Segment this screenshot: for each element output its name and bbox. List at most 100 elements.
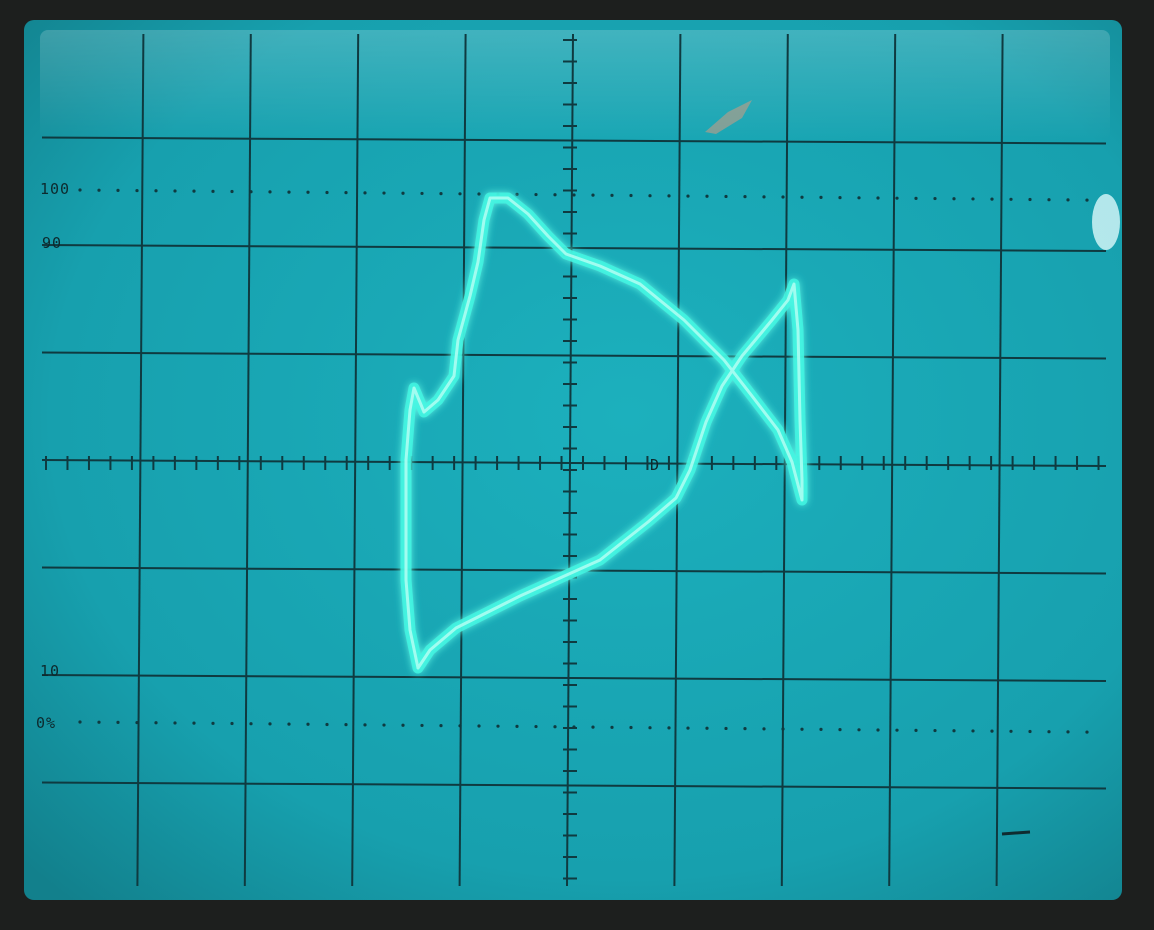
reference-dot bbox=[743, 195, 747, 199]
reflection-spot bbox=[1092, 194, 1120, 250]
reference-dot bbox=[952, 729, 956, 733]
reference-dot bbox=[1066, 730, 1070, 734]
reference-dot bbox=[230, 721, 234, 726]
grid-horizontal-line bbox=[41, 781, 1107, 790]
reference-dot bbox=[192, 721, 196, 725]
reference-dot bbox=[838, 728, 842, 732]
reference-dot bbox=[97, 720, 101, 724]
reference-dot bbox=[325, 722, 329, 727]
reference-dot bbox=[249, 722, 253, 726]
reference-dot bbox=[648, 194, 652, 198]
reference-dot bbox=[401, 191, 405, 195]
reference-dot bbox=[762, 727, 766, 731]
lissajous-trace bbox=[400, 192, 808, 674]
reference-dot bbox=[401, 723, 405, 727]
reference-dot bbox=[1085, 730, 1089, 734]
reference-dot bbox=[496, 724, 500, 728]
label-90: 90 bbox=[42, 234, 62, 252]
reference-dot bbox=[591, 193, 595, 197]
reference-dot bbox=[990, 729, 994, 733]
reference-dot bbox=[933, 196, 937, 201]
reference-dot bbox=[724, 726, 728, 731]
reference-dot bbox=[876, 196, 880, 200]
reference-dot bbox=[553, 725, 557, 729]
reference-dot bbox=[382, 191, 386, 195]
reference-dot bbox=[895, 728, 899, 732]
reference-dot bbox=[344, 723, 348, 727]
grid-vertical-line bbox=[995, 33, 1004, 887]
reference-dot bbox=[363, 191, 367, 195]
reference-dot bbox=[1028, 197, 1032, 202]
reference-dot bbox=[1066, 198, 1070, 202]
grid-vertical-line bbox=[458, 33, 467, 887]
reference-dot bbox=[1009, 729, 1013, 733]
label-10: 10 bbox=[40, 662, 60, 680]
reference-dot bbox=[325, 190, 329, 195]
reference-dot bbox=[800, 195, 804, 199]
reference-dot bbox=[572, 193, 576, 197]
reference-dot bbox=[439, 192, 443, 196]
reference-dot bbox=[933, 728, 937, 733]
reference-dot bbox=[116, 720, 120, 724]
reference-dot bbox=[344, 191, 348, 195]
reference-dot bbox=[173, 721, 177, 725]
reference-dot bbox=[477, 192, 481, 196]
reference-dot bbox=[591, 725, 595, 729]
reference-dot bbox=[857, 196, 861, 200]
grid-horizontal-line bbox=[41, 674, 1107, 682]
reference-dot bbox=[648, 726, 652, 730]
reference-dot bbox=[876, 728, 880, 732]
reference-dot bbox=[363, 723, 367, 727]
reference-dot bbox=[249, 190, 253, 194]
reference-dot bbox=[686, 194, 690, 198]
reference-dot bbox=[629, 193, 633, 198]
reference-dot bbox=[667, 194, 671, 198]
reference-dot bbox=[610, 725, 614, 729]
reference-dot bbox=[97, 188, 101, 192]
label-0-percent: 0% bbox=[36, 714, 56, 732]
reference-dot bbox=[154, 721, 158, 725]
grid-horizontal-line bbox=[41, 136, 1107, 145]
reference-dot bbox=[781, 727, 785, 731]
reference-dot bbox=[952, 197, 956, 201]
reference-dot bbox=[382, 723, 386, 727]
reference-dot bbox=[306, 722, 310, 726]
reference-dot bbox=[78, 720, 82, 724]
reference-dot bbox=[1009, 197, 1013, 201]
reference-dot bbox=[971, 729, 975, 733]
reference-dot bbox=[515, 192, 519, 196]
reference-dot bbox=[287, 190, 291, 194]
reference-dot bbox=[192, 189, 196, 193]
reference-dot bbox=[743, 727, 747, 731]
reference-dot bbox=[1047, 198, 1051, 202]
reference-dot bbox=[173, 189, 177, 193]
grid-vertical-line bbox=[351, 33, 360, 887]
reference-dot bbox=[781, 195, 785, 199]
reference-dot bbox=[800, 727, 804, 731]
reference-dot bbox=[230, 189, 234, 194]
reference-dot bbox=[458, 724, 462, 728]
reference-dot bbox=[895, 196, 899, 200]
reference-dot bbox=[1085, 198, 1089, 202]
reference-dot bbox=[515, 724, 519, 728]
reference-dot bbox=[629, 725, 633, 730]
reference-dot bbox=[154, 189, 158, 193]
reference-dot bbox=[1028, 729, 1032, 734]
reference-dot bbox=[553, 193, 557, 197]
grid-horizontal-line bbox=[41, 351, 1107, 360]
reference-dot bbox=[420, 191, 424, 196]
reference-dot bbox=[667, 726, 671, 730]
grid-vertical-line bbox=[888, 33, 897, 887]
reference-dot bbox=[439, 724, 443, 728]
reference-dot bbox=[477, 724, 481, 728]
reference-dot bbox=[116, 188, 120, 192]
reference-dot bbox=[211, 721, 215, 725]
screen-glare bbox=[40, 30, 1110, 140]
reference-dot bbox=[572, 725, 576, 729]
reference-dot bbox=[819, 195, 823, 200]
reference-dot bbox=[610, 193, 614, 197]
reference-dot bbox=[819, 727, 823, 732]
reference-dot bbox=[971, 197, 975, 201]
reference-dot bbox=[838, 196, 842, 200]
reference-dot bbox=[990, 197, 994, 201]
